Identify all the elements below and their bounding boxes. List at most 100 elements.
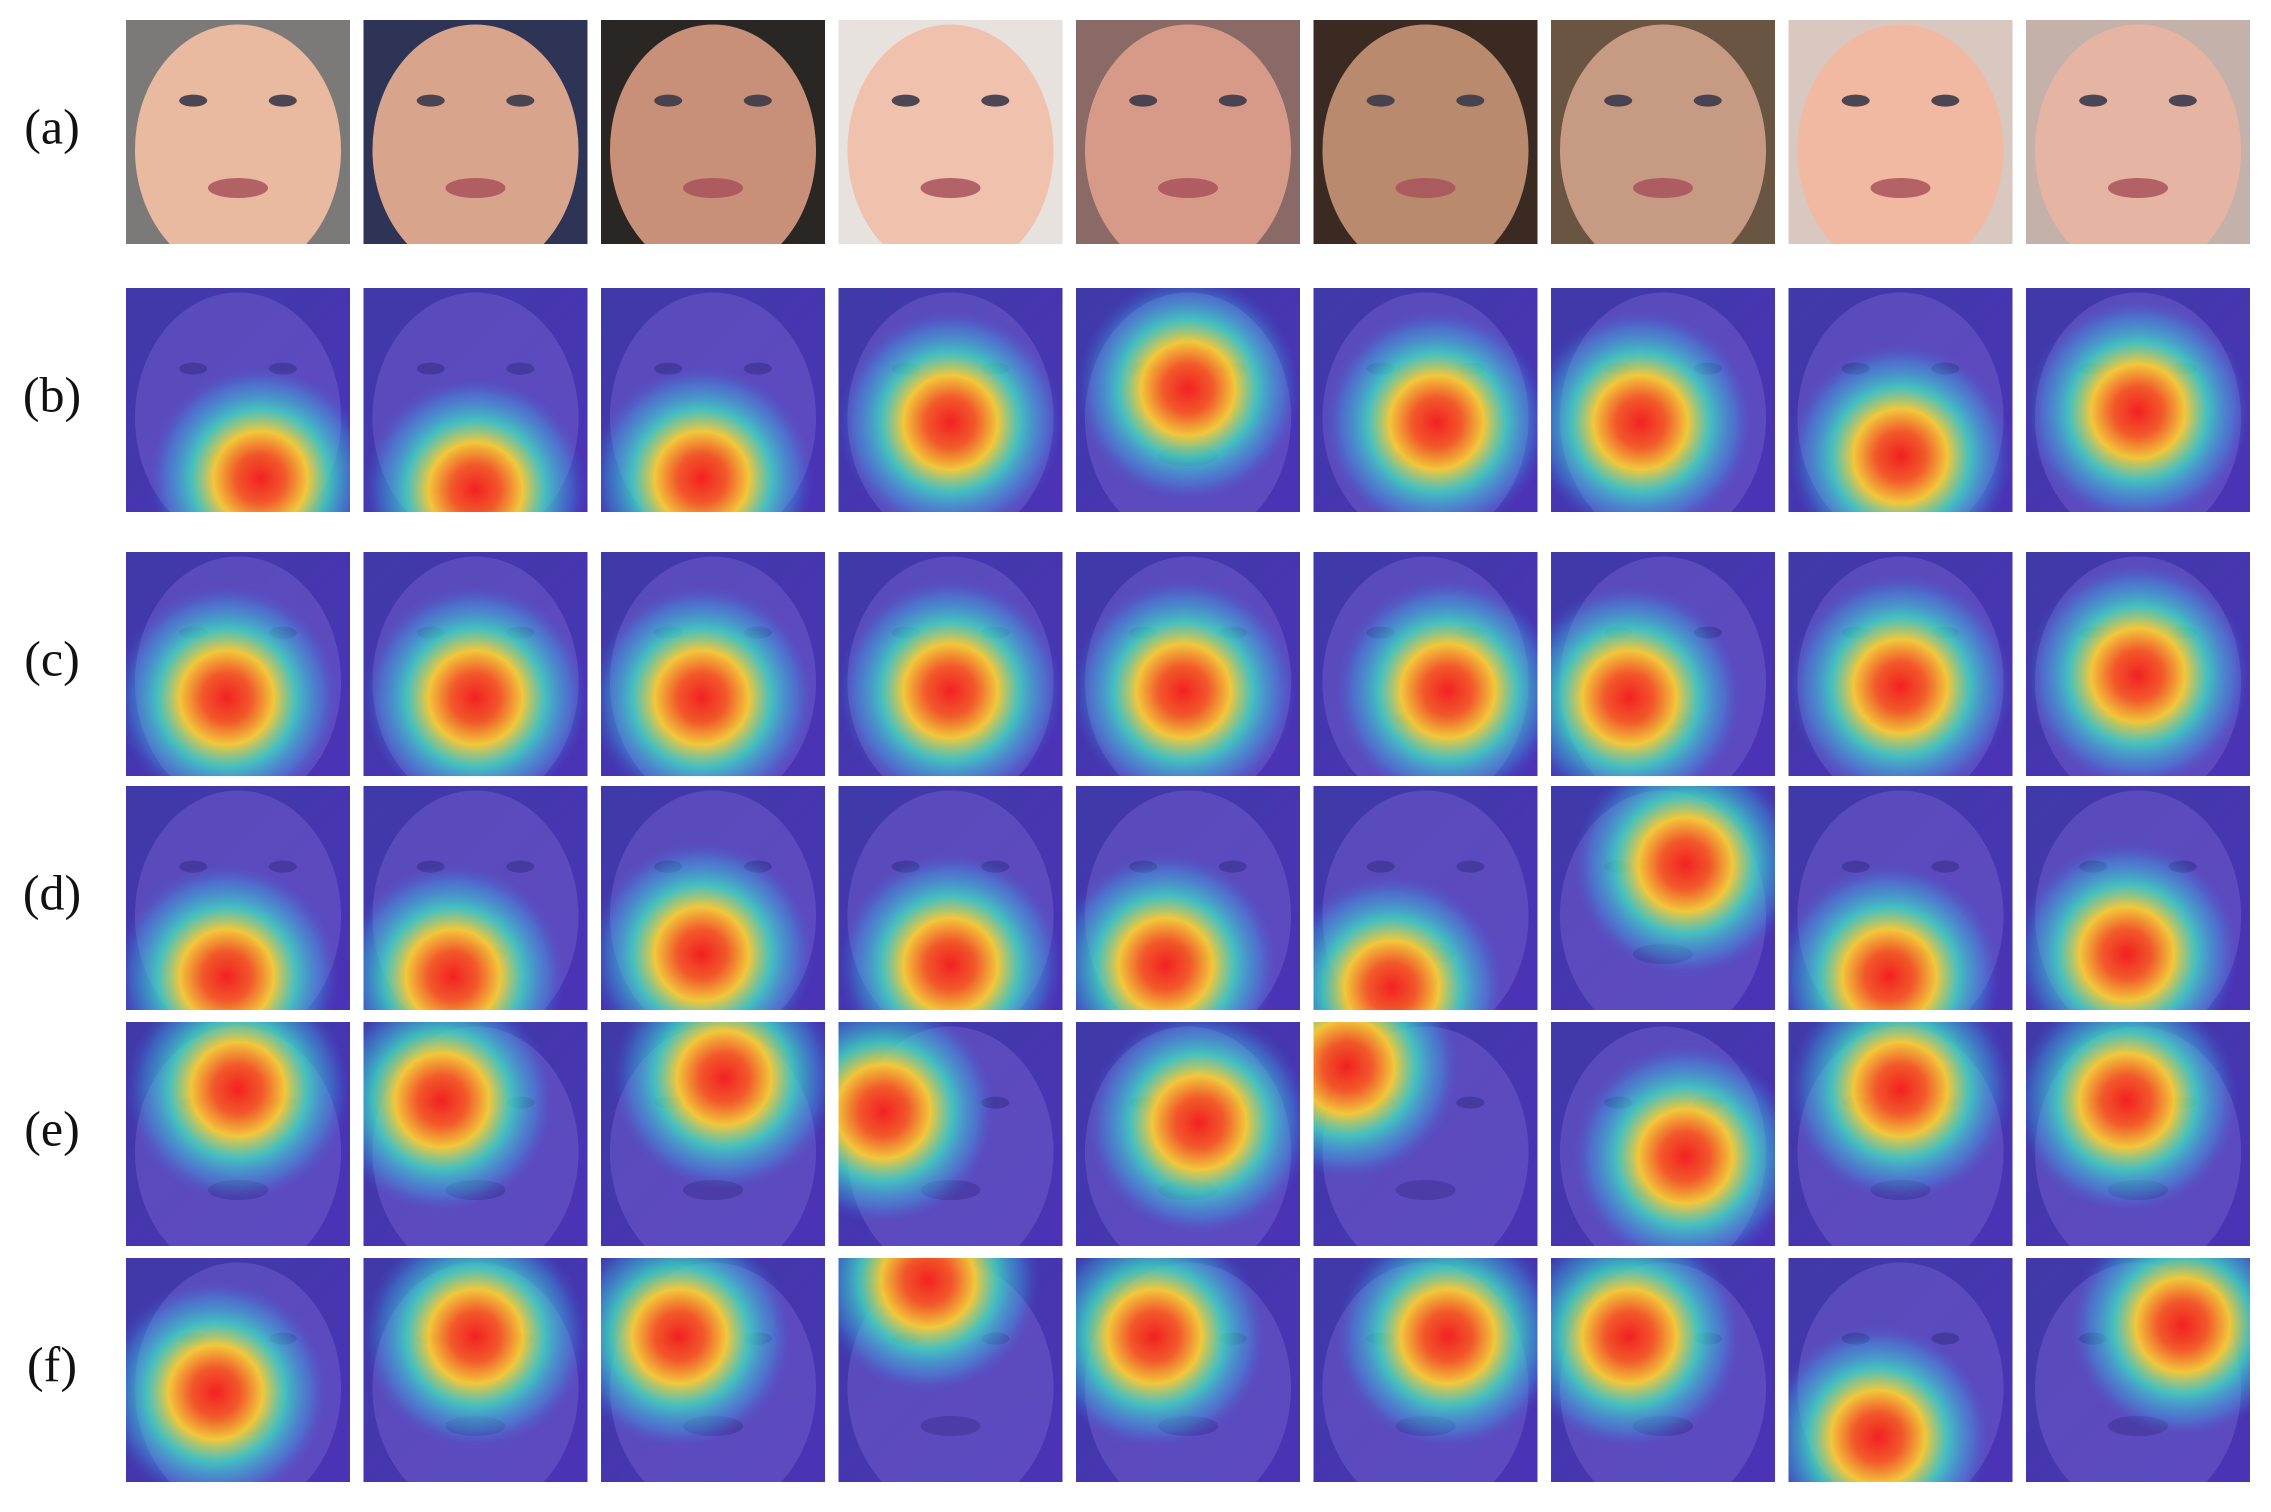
eye [1129, 94, 1158, 107]
eye [1841, 94, 1870, 107]
face-image [1076, 552, 1300, 776]
mouth [920, 178, 981, 198]
heatmap-blob [363, 585, 588, 776]
face-image [1551, 1022, 1775, 1246]
face-image [1788, 786, 2013, 1010]
eye [179, 94, 208, 107]
face [1084, 24, 1292, 244]
face-image [1076, 786, 1300, 1010]
face [609, 24, 817, 244]
face-image [838, 786, 1063, 1010]
eye [416, 362, 445, 375]
mouth [683, 178, 743, 198]
eye [1931, 94, 1960, 107]
heatmap-blob [148, 366, 350, 512]
eye [506, 362, 535, 375]
eye [268, 860, 297, 873]
face-image [1551, 288, 1775, 512]
heatmap-blob [1335, 1258, 1538, 1449]
row-label: (b) [23, 366, 81, 422]
face-image [1313, 786, 1538, 1010]
face-image [838, 288, 1063, 512]
heatmap-blob [1335, 578, 1538, 776]
heatmap-blob [1551, 585, 1742, 776]
heatmap-blob [838, 1258, 1041, 1393]
face-image [1313, 20, 1538, 244]
mouth [1158, 178, 1218, 198]
row-label: (c) [24, 630, 80, 686]
heatmap-blob [601, 1258, 792, 1449]
face-image [838, 552, 1063, 776]
face-image [601, 1258, 825, 1482]
heatmap-blob [1551, 310, 1753, 512]
face [847, 24, 1054, 244]
heatmap-blob [1573, 1044, 1775, 1246]
face-image [1788, 288, 2013, 512]
face-image [1551, 552, 1775, 776]
heatmap-blob [363, 1022, 554, 1213]
eye [1931, 860, 1960, 873]
face-image [2026, 20, 2250, 244]
heatmap-blob [363, 864, 566, 1010]
eye [1456, 94, 1485, 107]
eye [743, 94, 772, 107]
face-image [838, 20, 1063, 244]
eye [891, 94, 920, 107]
heatmap-blob [601, 366, 814, 512]
face-image [126, 786, 350, 1010]
face [1559, 24, 1767, 244]
mouth [1870, 178, 1931, 198]
face-image [2026, 552, 2250, 776]
face-image [1076, 20, 1300, 244]
face-image [1551, 1258, 1775, 1482]
eye [1604, 94, 1633, 107]
face [1797, 24, 2004, 244]
face-image [1313, 1258, 1538, 1482]
heatmap-blob [838, 310, 1063, 512]
eye [1693, 94, 1722, 107]
eye [1366, 860, 1395, 873]
face-image [1313, 1022, 1538, 1246]
heatmap-blob [601, 585, 814, 776]
face-image [838, 1022, 1063, 1246]
face-image [601, 20, 825, 244]
face-image [2026, 288, 2250, 512]
eye [743, 362, 772, 375]
face-image [363, 1258, 588, 1482]
heatmap-blob [363, 1258, 588, 1449]
heatmap-blob [1551, 1258, 1742, 1449]
face-image [601, 786, 825, 1010]
row-label: (d) [23, 864, 81, 920]
face-image [1788, 1258, 2013, 1482]
face-image [363, 1022, 588, 1246]
heatmap-blob [1324, 310, 1538, 512]
heatmap-blob [2026, 842, 2239, 1010]
heatmap-blob [601, 842, 814, 1010]
row-label: (e) [24, 1100, 80, 1156]
eye [179, 362, 208, 375]
heatmap-blob [1313, 1022, 1460, 1179]
face-image [126, 288, 350, 512]
heatmap-blob [1788, 1325, 1991, 1482]
heatmap-blob [1788, 344, 2013, 512]
heatmap-blob [1076, 1258, 1267, 1449]
heatmap-blob [2070, 1258, 2250, 1438]
face-image [1788, 1022, 2013, 1246]
mouth [1395, 178, 1456, 198]
heatmap-blob [1076, 853, 1278, 1010]
face-image [126, 552, 350, 776]
eye [1366, 94, 1395, 107]
face-image [2026, 1022, 2250, 1246]
face-image [601, 288, 825, 512]
eye [654, 94, 683, 107]
face-image [2026, 1258, 2250, 1482]
eye [1456, 860, 1485, 873]
eye [416, 94, 445, 107]
heatmap-blob [838, 578, 1063, 776]
eye [1218, 94, 1247, 107]
face-image [363, 288, 588, 512]
heatmap-blob [126, 1022, 350, 1202]
face [372, 24, 579, 244]
face-image [1788, 20, 2013, 244]
